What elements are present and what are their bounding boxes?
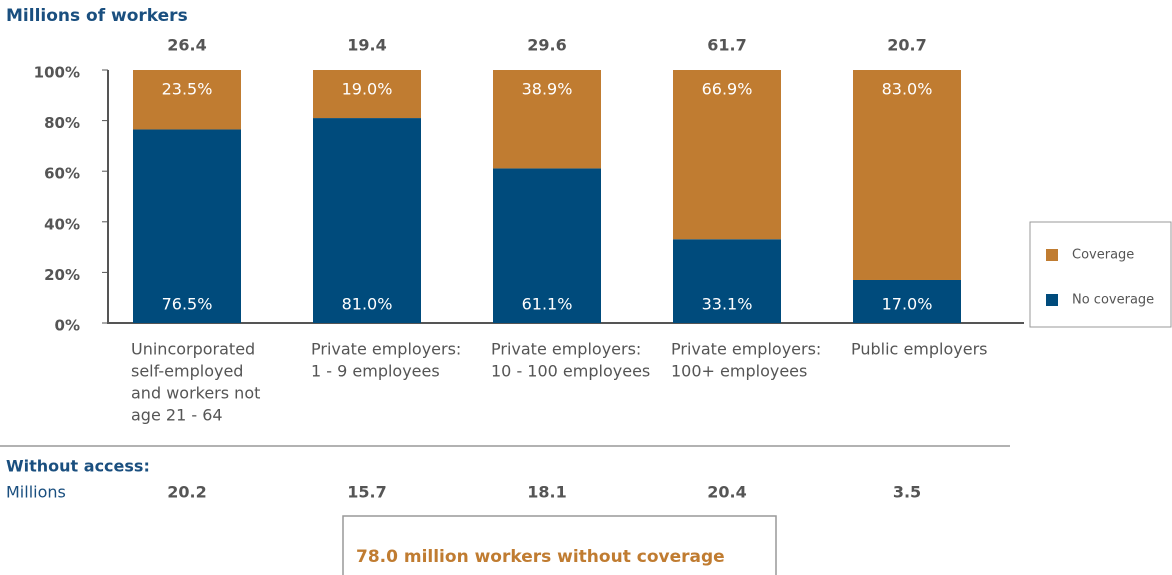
bar-segment [133,129,241,323]
bar-segment [673,239,781,323]
total-label: 26.4 [167,36,206,55]
without-access-value: 20.4 [707,483,746,502]
total-label: 20.7 [887,36,926,55]
chart-title: Millions of workers [6,6,188,26]
without-access-value: 20.2 [167,483,206,502]
x-tick-label: Private employers: [671,340,821,359]
total-label: 29.6 [527,36,566,55]
bar-segment [313,70,421,119]
total-label: 61.7 [707,36,746,55]
y-tick-label: 0% [55,317,80,335]
y-tick-label: 20% [44,266,80,284]
y-tick-label: 40% [44,215,80,233]
without-access-label: Without access: [6,457,150,476]
x-tick-label: 100+ employees [671,362,807,381]
total-label: 19.4 [347,36,386,55]
legend-swatch [1046,294,1058,306]
bar-segment [673,70,781,240]
summary: 78.0 million workers without coverage [356,547,725,567]
x-tick-label: Private employers: [311,340,461,359]
bar-segment [493,70,601,169]
legend-swatch [1046,249,1058,261]
y-tick-label: 60% [44,165,80,183]
bar-segment [133,70,241,130]
without-access-value: 18.1 [527,483,566,502]
bar-segment [853,279,961,323]
x-tick-label: 1 - 9 employees [311,362,440,381]
value-label: 17.0% [882,295,933,314]
bar-segment [493,168,601,323]
value-label: 66.9% [702,80,753,99]
legend-label: No coverage [1072,293,1154,308]
x-tick-label: Public employers [851,340,987,359]
value-label: 76.5% [162,295,213,314]
legend-box [1029,221,1172,328]
legend-label: Coverage [1072,248,1134,263]
without-access-value: 15.7 [347,483,386,502]
x-tick-label: Private employers: [491,340,641,359]
without-access-value: 3.5 [893,483,921,502]
x-tick-label: Unincorporated [131,340,255,359]
value-label: 61.1% [522,295,573,314]
value-label: 33.1% [702,295,753,314]
x-tick-label: 10 - 100 employees [491,362,650,381]
without-access-unit: Millions [6,483,66,502]
value-label: 38.9% [522,80,573,99]
y-tick-label: 80% [44,114,80,132]
value-label: 23.5% [162,80,213,99]
x-tick-label: self-employed [131,362,243,381]
value-label: 83.0% [882,80,933,99]
value-label: 81.0% [342,295,393,314]
value-label: 19.0% [342,80,393,99]
bar-segment [853,70,961,280]
y-tick-label: 100% [34,64,80,82]
x-tick-label: age 21 - 64 [131,406,223,425]
summary-box [342,515,777,575]
bar-segment [313,118,421,323]
x-tick-label: and workers not [131,384,260,403]
